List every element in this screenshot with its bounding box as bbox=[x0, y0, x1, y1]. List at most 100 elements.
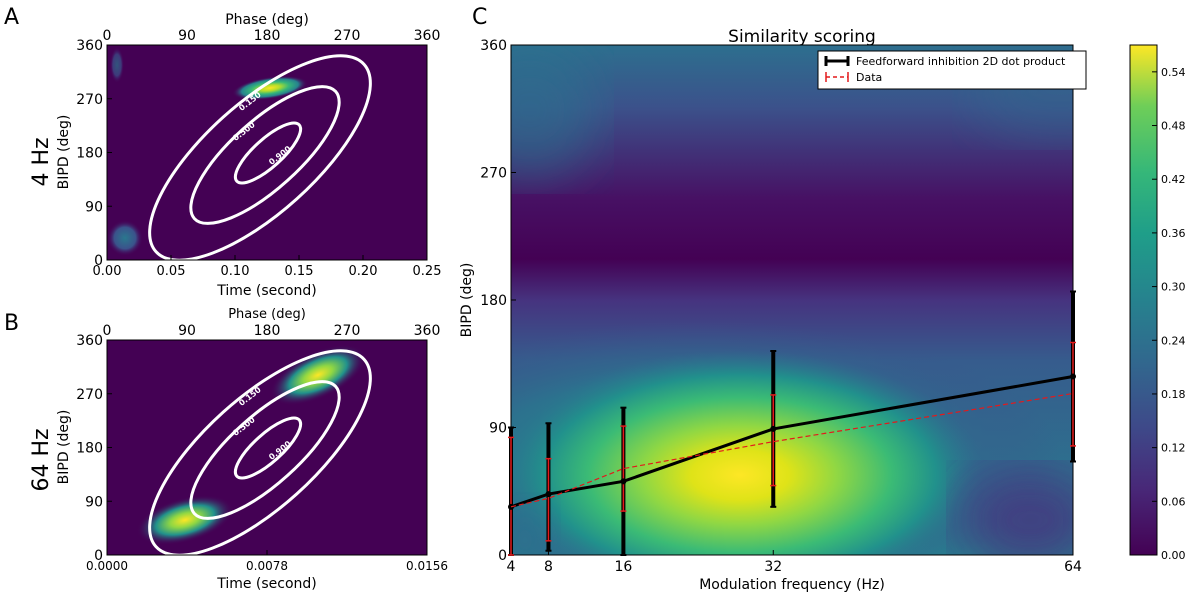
panel-c-xlabel: Modulation frequency (Hz) bbox=[699, 577, 885, 593]
panel-b-y-tick-label: 90 bbox=[85, 494, 103, 510]
panel-a-top-ticks: 0 90 180 270 360 bbox=[103, 28, 441, 50]
legend-marker-data bbox=[825, 72, 849, 82]
panel-a-y-tick-label: 180 bbox=[76, 146, 103, 162]
panel-b-top-tick-label: 360 bbox=[414, 323, 441, 339]
panel-c-y-tick-label: 360 bbox=[480, 38, 507, 54]
panel-a-top-tick-label: 180 bbox=[254, 28, 281, 44]
colorbar-tick-label: 0.48 bbox=[1161, 120, 1186, 133]
panel-b-blob-lower bbox=[136, 495, 234, 545]
panel-c-y-tick-label: 180 bbox=[480, 293, 507, 309]
panel-letter-a: A bbox=[4, 5, 19, 30]
colorbar-ticks: 0.00 0.06 0.12 0.18 0.24 0.30 0.36 0.42 0.48 0.54 bbox=[1152, 66, 1186, 562]
panel-a-blob-upper bbox=[110, 47, 124, 83]
colorbar-tick-label: 0.24 bbox=[1161, 334, 1186, 347]
panel-a-y-tick-label: 0 bbox=[94, 253, 103, 269]
panel-c-y-ticks: 0 90 180 270 360 bbox=[480, 38, 516, 564]
colorbar-tick-label: 0.54 bbox=[1161, 66, 1186, 79]
panel-c-ylabel: BIPD (deg) bbox=[459, 263, 475, 338]
panel-b-top-tick-label: 180 bbox=[254, 323, 281, 339]
panel-c-y-tick-label: 90 bbox=[489, 421, 507, 437]
colorbar-tick-label: 0.12 bbox=[1161, 442, 1186, 455]
panel-b-x-tick-label: 0.0078 bbox=[246, 559, 288, 573]
colorbar-tick-label: 0.36 bbox=[1161, 227, 1186, 240]
panel-b-x-tick-label: 0.0000 bbox=[86, 559, 128, 573]
panel-c-x-tick-label: 8 bbox=[544, 559, 553, 575]
colorbar-gradient bbox=[1129, 44, 1158, 556]
panel-a-contour-outer bbox=[148, 54, 372, 260]
panel-a-x-tick-label: 0.10 bbox=[221, 264, 250, 279]
panel-letter-b: B bbox=[4, 311, 19, 336]
model-point bbox=[545, 491, 552, 498]
panel-a-side-label: 4 Hz bbox=[29, 137, 54, 186]
panel-a-blob-lower bbox=[107, 220, 143, 256]
panel-b-contour-middle bbox=[189, 380, 341, 520]
panel-b-heatmap: 0.150 0.500 0.900 bbox=[107, 340, 427, 555]
panel-b: Phase (deg) 0 90 180 270 360 0.150 0.500 0.9… bbox=[29, 307, 448, 592]
panel-a-top-tick-label: 360 bbox=[414, 28, 441, 44]
panel-a-x-tick-label: 0.05 bbox=[157, 264, 186, 279]
panel-a-x-tick-label: 0.00 bbox=[93, 264, 122, 279]
panel-b-contours bbox=[148, 349, 372, 555]
panel-a-top-xlabel: Phase (deg) bbox=[225, 12, 309, 28]
panel-b-x-ticks: 0.0000 0.0078 0.0156 bbox=[86, 550, 448, 573]
panel-a-top-tick-label: 270 bbox=[334, 28, 361, 44]
panel-b-y-tick-label: 180 bbox=[76, 441, 103, 457]
data-line bbox=[510, 392, 1074, 508]
panel-a-xlabel: Time (second) bbox=[216, 283, 317, 299]
panel-b-ylabel: BIPD (deg) bbox=[56, 410, 72, 485]
panel-b-x-tick-label: 0.0156 bbox=[406, 559, 448, 573]
panel-c: Similarity scoring 0 90 180 270 360 4 8 16 32 64… bbox=[459, 27, 1186, 593]
model-point bbox=[1070, 373, 1076, 380]
panel-b-y-tick-label: 270 bbox=[76, 387, 103, 403]
panel-a-y-tick-label: 360 bbox=[76, 38, 103, 54]
panel-a-top-tick-label: 90 bbox=[178, 28, 196, 44]
panel-c-title: Similarity scoring bbox=[728, 27, 876, 47]
panel-a-y-tick-label: 90 bbox=[85, 199, 103, 215]
panel-c-x-tick-label: 16 bbox=[614, 559, 632, 575]
panel-b-top-tick-label: 270 bbox=[334, 323, 361, 339]
panel-b-contour-inner bbox=[233, 416, 303, 480]
colorbar-tick-label: 0.30 bbox=[1161, 281, 1186, 294]
panel-b-top-tick-label: 90 bbox=[178, 323, 196, 339]
panel-c-x-tick-label: 64 bbox=[1064, 559, 1082, 575]
legend-marker-model bbox=[824, 56, 850, 66]
panel-b-y-tick-label: 0 bbox=[94, 548, 103, 564]
panel-b-top-ticks: 0 90 180 270 360 bbox=[103, 323, 441, 345]
panel-b-contour-outer bbox=[148, 349, 372, 555]
panel-b-y-tick-label: 360 bbox=[76, 333, 103, 349]
panel-a-x-ticks: 0.00 0.05 0.10 0.15 0.20 0.25 bbox=[93, 255, 442, 279]
panel-b-y-ticks: 0 90 180 270 360 bbox=[76, 333, 112, 564]
panel-a-top-tick-label: 0 bbox=[103, 28, 112, 44]
panel-c-heatmap bbox=[511, 45, 1073, 555]
panel-c-y-tick-label: 0 bbox=[498, 548, 507, 564]
panel-c-hotspot bbox=[511, 350, 985, 555]
panel-letter-c: C bbox=[472, 5, 487, 30]
panel-a-ylabel: BIPD (deg) bbox=[56, 115, 72, 190]
panel-c-x-tick-label: 4 bbox=[507, 559, 516, 575]
panel-a-heatmap: 0.150 0.500 0.900 bbox=[107, 45, 427, 260]
colorbar-tick-label: 0.00 bbox=[1161, 549, 1186, 562]
panel-c-y-tick-label: 270 bbox=[480, 166, 507, 182]
panel-a-x-tick-label: 0.25 bbox=[413, 264, 442, 279]
panel-b-side-label: 64 Hz bbox=[29, 428, 54, 491]
colorbar-tick-label: 0.18 bbox=[1161, 388, 1186, 401]
panel-b-top-tick-label: 0 bbox=[103, 323, 112, 339]
panel-a-y-ticks: 0 90 180 270 360 bbox=[76, 38, 112, 269]
legend-label-data: Data bbox=[856, 71, 882, 84]
panel-b-top-xlabel: Phase (deg) bbox=[228, 307, 306, 322]
panel-a-y-tick-label: 270 bbox=[76, 92, 103, 108]
panel-a-contours bbox=[148, 54, 372, 260]
panel-a: Phase (deg) 0 90 180 270 360 0.150 0.500 0.9… bbox=[29, 12, 441, 299]
model-point bbox=[620, 478, 627, 485]
panel-a-contour-middle bbox=[189, 85, 341, 225]
panel-c-series bbox=[508, 290, 1076, 556]
colorbar: 0.00 0.06 0.12 0.18 0.24 0.30 0.36 0.42 0.48 0.54 bbox=[1129, 44, 1186, 562]
colorbar-tick-label: 0.06 bbox=[1161, 495, 1186, 508]
colorbar-tick-label: 0.42 bbox=[1161, 173, 1186, 186]
legend-label-model: Feedforward inhibition 2D dot product bbox=[856, 55, 1066, 68]
panel-c-legend: Feedforward inhibition 2D dot product Da… bbox=[817, 50, 1087, 90]
panel-c-x-ticks: 4 8 16 32 64 bbox=[507, 550, 1082, 575]
model-point bbox=[770, 425, 777, 432]
panel-a-x-tick-label: 0.15 bbox=[285, 264, 314, 279]
